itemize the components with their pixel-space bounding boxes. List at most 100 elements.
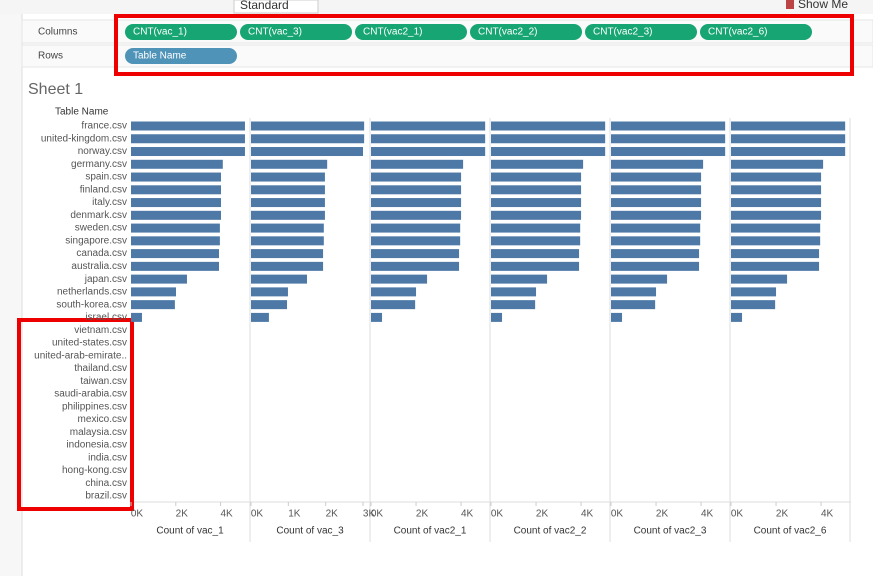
bar (371, 236, 461, 246)
x-tick-label: 2K (776, 509, 789, 520)
bar (251, 210, 325, 220)
row-label: hong-kong.csv (62, 465, 127, 476)
bar (131, 159, 223, 169)
row-label: australia.csv (71, 261, 127, 272)
row-label: united-arab-emirate.. (34, 350, 127, 361)
bar (611, 236, 701, 246)
bar (491, 300, 536, 310)
x-tick-label: 0K (731, 509, 744, 520)
bar (131, 121, 245, 131)
bar (371, 287, 417, 297)
x-axis-title: Count of vac2_6 (754, 526, 827, 537)
bar (491, 223, 581, 233)
column-pill-label: CNT(vac2_2) (478, 27, 537, 38)
bar (731, 172, 822, 182)
bar (491, 210, 582, 220)
x-tick-label: 0K (251, 509, 264, 520)
row-label: united-kingdom.csv (41, 133, 127, 144)
row-label: netherlands.csv (57, 287, 127, 298)
bar (611, 249, 700, 259)
bar (491, 134, 606, 144)
x-tick-label: 3K (363, 509, 376, 520)
bar (251, 287, 288, 297)
bar (731, 300, 776, 310)
column-pill[interactable] (125, 24, 237, 40)
bar (131, 198, 222, 208)
row-label: thailand.csv (74, 363, 127, 374)
bar (131, 185, 222, 195)
bar (731, 147, 846, 157)
fit-dropdown[interactable] (233, 0, 319, 14)
bar (371, 210, 462, 220)
bar (251, 274, 308, 284)
bar (131, 172, 222, 182)
row-label: saudi-arabia.csv (54, 389, 127, 400)
row-label: spain.csv (85, 172, 127, 183)
row-label: philippines.csv (62, 401, 127, 412)
row-label: israel.csv (85, 312, 127, 323)
bar (611, 261, 700, 271)
bar (131, 134, 245, 144)
row-pill[interactable] (125, 48, 237, 64)
row-label: japan.csv (84, 274, 127, 285)
bar (611, 223, 701, 233)
bar (131, 223, 220, 233)
row-header[interactable]: Table Name (55, 107, 109, 118)
x-tick-label: 2K (176, 509, 189, 520)
bar (371, 261, 460, 271)
bar (251, 134, 365, 144)
row-label: taiwan.csv (80, 376, 127, 387)
bar (491, 287, 537, 297)
column-pill[interactable] (470, 24, 582, 40)
x-tick-label: 4K (220, 509, 233, 520)
column-pill-label: CNT(vac2_1) (363, 27, 422, 38)
x-tick-label: 2K (656, 509, 669, 520)
x-axis-title: Count of vac_1 (156, 526, 224, 537)
bar (251, 236, 324, 246)
bar (131, 236, 220, 246)
bar (371, 312, 383, 322)
x-tick-label: 1K (288, 509, 301, 520)
bar (611, 159, 704, 169)
bar (371, 134, 486, 144)
x-tick-label: 2K (416, 509, 429, 520)
column-pill[interactable] (585, 24, 697, 40)
columns-shelf-label: Columns (38, 27, 77, 38)
x-tick-label: 4K (581, 509, 594, 520)
bar (251, 198, 325, 208)
bar (371, 300, 416, 310)
side-panel (0, 14, 22, 576)
show-me-icon (786, 0, 794, 9)
bar (731, 198, 822, 208)
column-pill[interactable] (355, 24, 467, 40)
bar (251, 185, 325, 195)
bar (131, 300, 175, 310)
column-pill[interactable] (240, 24, 352, 40)
x-tick-label: 0K (131, 509, 144, 520)
bar (251, 249, 324, 259)
row-label: singapore.csv (65, 235, 127, 246)
bar (611, 300, 656, 310)
x-tick-label: 4K (461, 509, 474, 520)
fit-label: Standard (240, 0, 289, 12)
bar (131, 249, 219, 259)
column-pill[interactable] (700, 24, 812, 40)
row-label: canada.csv (76, 248, 127, 259)
row-label: germany.csv (71, 159, 127, 170)
rows-shelf-label: Rows (38, 51, 63, 62)
bar (611, 287, 657, 297)
row-label: finland.csv (80, 184, 127, 195)
show-me[interactable]: Show Me (798, 0, 848, 11)
bar (491, 312, 503, 322)
x-axis-title: Count of vac2_2 (514, 526, 587, 537)
row-label: brazil.csv (85, 491, 127, 502)
highlight-box (114, 14, 854, 76)
bar (371, 121, 486, 131)
bar (731, 159, 824, 169)
x-tick-label: 4K (821, 509, 834, 520)
bar (611, 147, 726, 157)
bar (491, 198, 582, 208)
column-pill-label: CNT(vac_3) (248, 27, 302, 38)
bar (251, 300, 288, 310)
